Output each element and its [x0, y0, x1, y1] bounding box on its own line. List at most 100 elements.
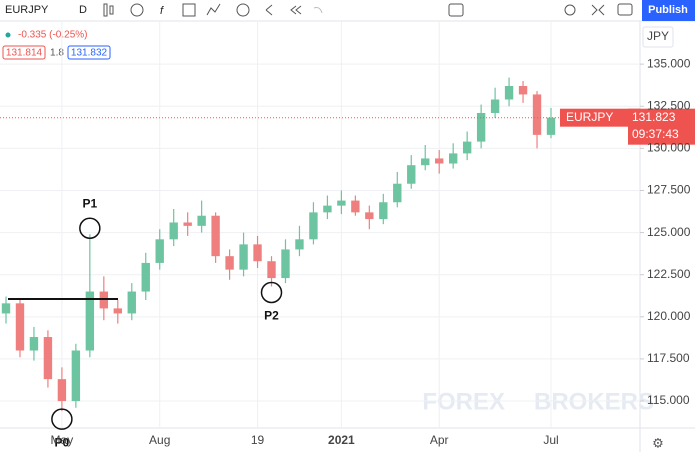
candle-body [225, 256, 234, 270]
symbol-button[interactable]: EURJPY [5, 4, 49, 16]
symbol-tag-label: EURJPY [566, 110, 613, 124]
bid-box[interactable] [2, 45, 46, 60]
publish-label[interactable]: Publish [648, 4, 688, 16]
y-tick-label: 120.000 [647, 309, 691, 323]
x-tick-label: 19 [251, 433, 265, 447]
candle-body [281, 249, 290, 279]
bars-icon[interactable] [103, 3, 108, 17]
candle-body [183, 222, 192, 226]
watermark-left: FOREX [422, 388, 505, 415]
change-label: -0.335 (-0.25%) [18, 30, 87, 41]
chart-settings-icon[interactable]: ⚙ [652, 435, 664, 450]
y-tick-label: 130.000 [647, 141, 691, 155]
pivot-label: P1 [83, 196, 98, 210]
pivot-label: P0 [55, 435, 70, 449]
currency-label[interactable]: JPY [647, 29, 669, 43]
candle-body [15, 303, 25, 351]
candle-body [462, 141, 472, 154]
pivot-label: P2 [264, 309, 279, 323]
candle-body [267, 261, 276, 279]
status-dot [5, 32, 11, 38]
interval-button[interactable]: D [79, 4, 87, 16]
pivot-circle [260, 281, 283, 304]
candle-body [476, 112, 486, 142]
overlay: EURJPY 131.823 09:37:43 P0 P1 P2 [51, 108, 695, 449]
settings-icon[interactable] [564, 4, 576, 16]
pivot-circle [79, 217, 101, 240]
replay-back-icon[interactable] [290, 5, 302, 15]
layout-icon[interactable] [448, 3, 464, 17]
candle-body [113, 308, 122, 314]
candle-body [85, 291, 95, 351]
candle-body [365, 212, 374, 220]
undo-icon[interactable] [313, 7, 323, 14]
candle-body [295, 239, 304, 250]
pivot-circle [51, 408, 73, 430]
x-tick-label: Jul [543, 433, 558, 447]
screenshot-icon[interactable] [617, 3, 633, 16]
x-tick-label: 2021 [328, 433, 355, 447]
candle-body [532, 94, 542, 135]
candle-body [504, 86, 514, 100]
candle-body [169, 222, 178, 240]
bid-price: 131.814 [6, 48, 43, 59]
candle-body [490, 99, 500, 113]
currency-box[interactable] [642, 26, 674, 48]
candle-body [323, 205, 332, 213]
y-tick-label: 135.000 [647, 56, 691, 70]
candle-body [211, 215, 220, 257]
alert-icon[interactable] [206, 3, 221, 16]
candle-body [71, 350, 81, 402]
candle-body [309, 212, 318, 240]
x-tick-label: Aug [149, 433, 170, 447]
undo-bar-icon[interactable] [265, 4, 273, 16]
candle-body [435, 158, 444, 164]
ask-box[interactable] [67, 45, 111, 60]
candle-body [197, 215, 206, 226]
candle-body [518, 86, 528, 95]
candle-body [407, 165, 416, 184]
ask-price: 131.832 [71, 48, 108, 59]
indicators-icon[interactable]: f [160, 5, 164, 17]
replay-icon[interactable] [236, 3, 250, 17]
candle-body [393, 183, 402, 203]
compare-icon[interactable] [130, 3, 144, 17]
candle-body [43, 337, 53, 380]
templates-icon[interactable] [182, 3, 196, 17]
symbol-tag [560, 108, 640, 127]
candle-body [421, 158, 430, 166]
candle-body [351, 200, 360, 213]
candle-body [57, 379, 67, 402]
price-tag [628, 108, 695, 145]
price-tag-label: 131.823 [632, 110, 676, 124]
candle-body [337, 200, 346, 206]
candle-body [253, 244, 262, 262]
toolbar-icons: f [103, 3, 633, 17]
bars-icon-2[interactable] [109, 5, 114, 15]
y-tick-label: 132.500 [647, 98, 691, 112]
candle-body [127, 291, 136, 314]
candle-body [29, 337, 39, 351]
candle-body [1, 303, 11, 314]
watermark-right: BROKERS [534, 388, 654, 415]
y-tick-label: 115.000 [647, 393, 690, 407]
countdown-label: 09:37:43 [632, 127, 679, 141]
candle-body [141, 262, 150, 292]
candle-body [379, 202, 388, 220]
y-tick-label: 125.000 [647, 225, 691, 239]
y-tick-label: 127.500 [647, 183, 691, 197]
fullscreen-icon[interactable] [591, 4, 605, 16]
y-tick-label: 117.500 [647, 351, 690, 365]
candle-body [546, 117, 556, 135]
candle-body [239, 244, 248, 270]
y-tick-label: 122.500 [647, 267, 691, 281]
toolbar [0, 0, 695, 21]
x-tick-label: Apr [430, 433, 449, 447]
publish-button[interactable] [642, 0, 695, 21]
spread: 1.8 [50, 48, 64, 59]
candle-body [448, 153, 458, 164]
x-tick-label: May [51, 433, 74, 447]
candle-body [155, 239, 164, 263]
